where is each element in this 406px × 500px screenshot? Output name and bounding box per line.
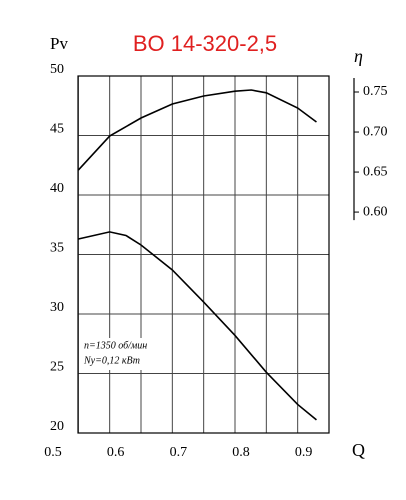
x-tick-label: 0.7 [170,445,188,460]
annotation-box [82,338,154,370]
y2-tick-label: 0.75 [363,84,388,99]
line-series [78,231,317,421]
y2-axis-label: η [354,46,363,66]
x-tick-label: 0.6 [107,445,125,460]
x-tick-label: 0.9 [295,445,313,460]
y-tick-label: 30 [50,300,64,315]
y-tick-label: 50 [50,62,64,77]
y-tick-label: 45 [50,122,64,137]
y2-tick-label: 0.60 [363,204,388,219]
y-axis-label: Pv [50,34,68,53]
y2-tick-label: 0.65 [363,164,388,179]
annotation: Nу=0,12 кВт [83,355,140,366]
plot-frame [77,75,330,434]
plot-area [78,76,329,433]
y-tick-label: 40 [50,181,64,196]
line-series [77,89,317,171]
chart-title: BO 14-320-2,5 [133,31,277,56]
y-tick-label: 20 [50,419,64,434]
y-tick-label: 35 [50,241,64,256]
x-axis-label: Q [352,440,365,460]
x-tick-label: 0.5 [44,445,62,460]
y-tick-label: 25 [50,360,64,375]
y2-tick-label: 0.70 [363,124,388,139]
x-tick-label: 0.8 [232,445,250,460]
annotation: n=1350 об/мин [84,340,147,351]
